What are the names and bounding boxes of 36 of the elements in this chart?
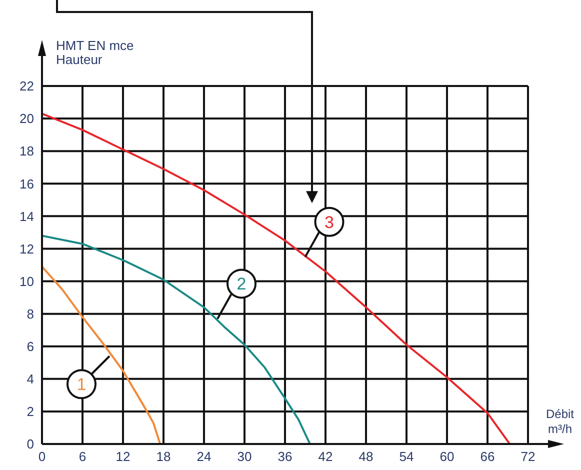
y-tick-label: 16 [20, 176, 34, 192]
x-tick-label: 6 [78, 449, 86, 464]
x-tick-label: 54 [399, 449, 414, 464]
y-tick-label: 12 [20, 241, 34, 256]
x-tick-label: 42 [318, 449, 333, 464]
y-tick-label: 10 [20, 274, 34, 289]
annotation: 2 [236, 274, 246, 294]
annotation: 1 [76, 375, 86, 394]
y-tick-label: 22 [20, 78, 34, 94]
y-tick-label: 6 [26, 338, 34, 354]
x-tick-label: 0 [38, 449, 46, 464]
x-tick-label: 72 [520, 449, 536, 464]
x-tick-label: 30 [237, 449, 252, 464]
line-series [42, 112, 511, 444]
x-tick-label: 60 [440, 449, 454, 464]
x-tick-label: 12 [116, 449, 130, 464]
callout: 3 [304, 206, 344, 258]
x-axis-title: Débit m³/h [546, 407, 575, 436]
x-tick-label: 48 [358, 449, 374, 464]
x-tick-label: 66 [480, 449, 495, 464]
line-series [42, 234, 311, 444]
y-tick-label: 0 [26, 436, 34, 452]
x-tick-label: 18 [156, 449, 171, 464]
x-tick-label: 24 [196, 449, 212, 464]
y-tick-label: 4 [26, 372, 34, 387]
annotation: 3 [324, 212, 334, 232]
y-tick-label: 14 [20, 208, 34, 224]
callout: 1 [66, 355, 110, 400]
y-tick-label: 2 [26, 404, 34, 420]
y-tick-label: 8 [26, 306, 34, 322]
callout: 2 [216, 268, 256, 320]
line-series [42, 266, 162, 444]
y-tick-label: 18 [20, 144, 34, 159]
y-axis-title: HMT EN mce Hauteur [56, 38, 134, 67]
x-tick-label: 36 [278, 449, 292, 464]
y-tick-label: 20 [20, 111, 34, 126]
